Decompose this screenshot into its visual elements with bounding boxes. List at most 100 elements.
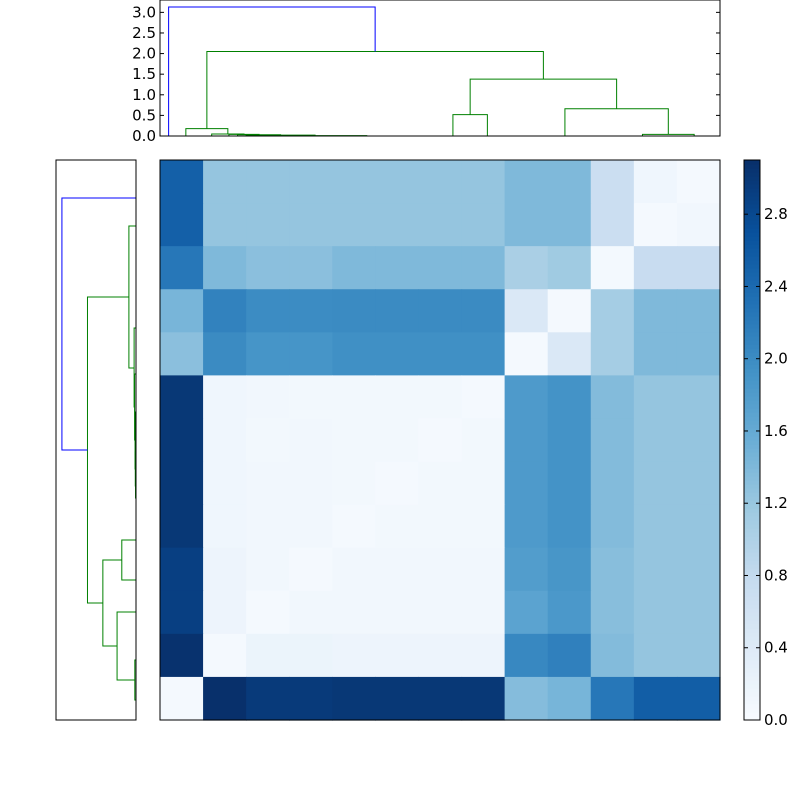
colorbar-gradient-segment (744, 408, 760, 413)
heatmap-cell (676, 590, 721, 635)
colorbar-gradient-segment (744, 396, 760, 401)
heatmap-cell (590, 332, 635, 376)
heatmap-cell (203, 289, 247, 333)
heatmap-cell (590, 203, 635, 247)
heatmap-cell (203, 203, 247, 247)
colorbar-gradient-segment (744, 316, 760, 321)
heatmap-cell (246, 590, 290, 635)
heatmap-cell (289, 590, 333, 635)
heatmap-cell (332, 375, 376, 420)
colorbar-gradient-segment (744, 672, 760, 677)
colorbar-gradient-segment (744, 324, 760, 329)
colorbar-gradient-segment (744, 308, 760, 313)
heatmap-cell (633, 203, 678, 247)
colorbar-gradient-segment (744, 296, 760, 301)
heatmap-cell (160, 289, 204, 333)
colorbar-gradient-segment (744, 412, 760, 417)
heatmap-cell (633, 418, 678, 463)
heatmap-cell (246, 246, 290, 290)
heatmap-cell (590, 289, 635, 333)
heatmap-cell (590, 590, 635, 635)
heatmap-cell (418, 504, 463, 549)
heatmap-cell (375, 590, 420, 635)
heatmap-cell (633, 590, 678, 635)
heatmap-cell (590, 633, 635, 678)
heatmap-cell (332, 461, 376, 506)
heatmap-cell (461, 203, 506, 247)
heatmap-cell (246, 547, 290, 592)
heatmap-cell (633, 289, 678, 333)
heatmap-cell (676, 418, 721, 463)
colorbar-gradient-segment (744, 460, 760, 465)
heatmap-cell (547, 246, 592, 290)
colorbar-gradient-segment (744, 224, 760, 229)
colorbar-gradient-segment (744, 480, 760, 485)
heatmap-cell (332, 160, 376, 204)
colorbar: 0.0 0.4 0.8 1.2 1.6 2.0 2.4 2.8 (743, 159, 788, 729)
heatmap-cell (633, 375, 678, 420)
colorbar-gradient-segment (744, 300, 760, 305)
heatmap-cell (547, 590, 592, 635)
heatmap-cell (590, 461, 635, 506)
colorbar-gradient-segment (744, 180, 760, 185)
top-dendrogram-ytick-label: 1.5 (132, 65, 156, 83)
colorbar-gradient-segment (744, 568, 760, 573)
heatmap-cell (633, 246, 678, 290)
heatmap-cell (289, 676, 333, 721)
heatmap-cell (504, 289, 549, 333)
heatmap-cell (375, 375, 420, 420)
colorbar-gradient-segment (744, 276, 760, 281)
colorbar-gradient-segment (744, 428, 760, 433)
heatmap-cell (504, 418, 549, 463)
top-dendrogram-ytick-label: 1.0 (132, 86, 156, 104)
colorbar-gradient-segment (744, 508, 760, 513)
heatmap-cell (504, 461, 549, 506)
heatmap-cell (289, 332, 333, 376)
colorbar-gradient-segment (744, 356, 760, 361)
heatmap-cell (160, 590, 204, 635)
heatmap-cell (418, 633, 463, 678)
heatmap-cell (676, 633, 721, 678)
colorbar-gradient-segment (744, 200, 760, 205)
colorbar-gradient-segment (744, 680, 760, 685)
colorbar-gradient-segment (744, 592, 760, 597)
colorbar-gradient-segment (744, 424, 760, 429)
colorbar-gradient-segment (744, 640, 760, 645)
heatmap-cell (203, 461, 247, 506)
colorbar-gradient-segment (744, 232, 760, 237)
colorbar-gradient-segment (744, 228, 760, 233)
colorbar-gradient-segment (744, 552, 760, 557)
heatmap-cell (418, 676, 463, 721)
heatmap-cell (461, 289, 506, 333)
colorbar-tick-label: 1.2 (764, 494, 788, 512)
colorbar-tick-label: 2.8 (764, 205, 788, 223)
colorbar-gradient-segment (744, 628, 760, 633)
colorbar-gradient-segment (744, 520, 760, 525)
colorbar-gradient-segment (744, 448, 760, 453)
colorbar-frame (743, 159, 761, 721)
colorbar-gradient-segment (744, 360, 760, 365)
left-dendrogram-frame (55, 159, 137, 721)
heatmap-cell (332, 504, 376, 549)
heatmap-cell (547, 547, 592, 592)
colorbar-gradient-segment (744, 272, 760, 277)
top-dendrogram-link (168, 6, 376, 136)
colorbar-gradient-segment (744, 500, 760, 505)
heatmap-cell (289, 461, 333, 506)
colorbar-gradient-segment (744, 712, 760, 717)
heatmap-cell (461, 246, 506, 290)
colorbar-tick-label: 0.4 (764, 639, 788, 657)
colorbar-gradient-segment (744, 648, 760, 653)
heatmap-cell (160, 676, 204, 721)
colorbar-gradient-segment (744, 252, 760, 257)
heatmap-cell (590, 676, 635, 721)
colorbar-gradient-segment (744, 392, 760, 397)
heatmap-cell (461, 504, 506, 549)
colorbar-gradient-segment (744, 496, 760, 501)
heatmap-cell (504, 676, 549, 721)
colorbar-gradient-segment (744, 632, 760, 637)
heatmap-cell (246, 289, 290, 333)
colorbar-gradient-segment (744, 376, 760, 381)
colorbar-gradient-segment (744, 176, 760, 181)
